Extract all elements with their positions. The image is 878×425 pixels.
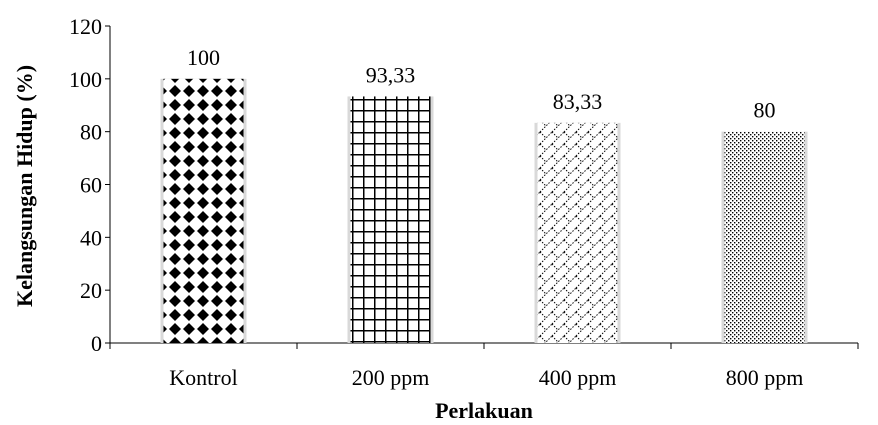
data-labels: 100 93,33 83,33 80 [187, 45, 776, 123]
y-ticks: 0 20 40 60 80 100 120 [69, 14, 110, 356]
bar [724, 131, 805, 343]
x-ticks: Kontrol 200 ppm 400 ppm 800 ppm [109, 343, 859, 390]
x-tick-label: Kontrol [169, 365, 237, 390]
y-tick-label: 100 [69, 67, 102, 92]
x-tick-label: 400 ppm [539, 365, 617, 390]
data-label: 80 [754, 98, 776, 123]
y-tick-label: 40 [80, 225, 102, 250]
bar [537, 122, 618, 343]
y-tick-label: 0 [91, 331, 102, 356]
data-label: 83,33 [553, 89, 603, 114]
data-label: 93,33 [366, 62, 416, 87]
y-axis-title: Kelangsungan Hidup (%) [12, 65, 37, 307]
bars [160, 78, 808, 343]
y-tick-label: 20 [80, 278, 102, 303]
x-tick-label: 200 ppm [352, 365, 430, 390]
data-label: 100 [187, 45, 220, 70]
y-tick-label: 60 [80, 173, 102, 198]
bar [350, 96, 431, 343]
x-tick-label: 800 ppm [726, 365, 804, 390]
x-axis-title: Perlakuan [435, 398, 533, 423]
y-tick-label: 80 [80, 120, 102, 145]
y-tick-label: 120 [69, 14, 102, 39]
bar [163, 78, 244, 343]
